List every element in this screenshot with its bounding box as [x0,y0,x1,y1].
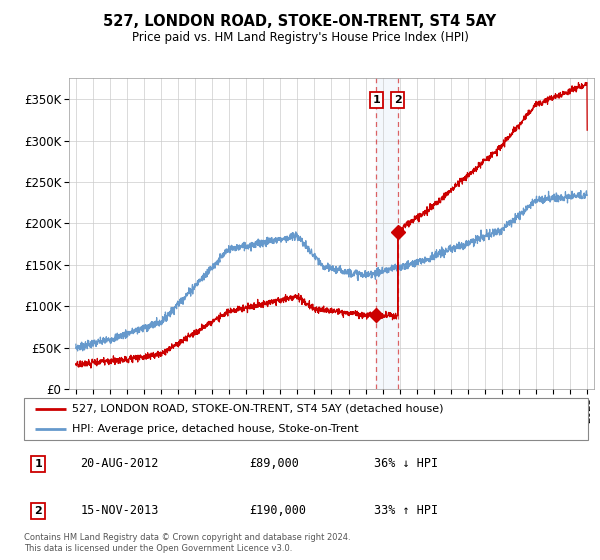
Text: 527, LONDON ROAD, STOKE-ON-TRENT, ST4 5AY (detached house): 527, LONDON ROAD, STOKE-ON-TRENT, ST4 5A… [72,404,443,414]
Text: 33% ↑ HPI: 33% ↑ HPI [374,504,438,517]
Text: 527, LONDON ROAD, STOKE-ON-TRENT, ST4 5AY: 527, LONDON ROAD, STOKE-ON-TRENT, ST4 5A… [103,14,497,29]
Text: HPI: Average price, detached house, Stoke-on-Trent: HPI: Average price, detached house, Stok… [72,424,359,434]
Text: £190,000: £190,000 [250,504,307,517]
Text: Price paid vs. HM Land Registry's House Price Index (HPI): Price paid vs. HM Land Registry's House … [131,31,469,44]
Text: £89,000: £89,000 [250,457,299,470]
Text: 2: 2 [34,506,42,516]
Text: 20-AUG-2012: 20-AUG-2012 [80,457,159,470]
Text: Contains HM Land Registry data © Crown copyright and database right 2024.
This d: Contains HM Land Registry data © Crown c… [24,533,350,553]
Text: 15-NOV-2013: 15-NOV-2013 [80,504,159,517]
Text: 1: 1 [34,459,42,469]
Bar [376,78,398,389]
Text: 1: 1 [372,95,380,105]
Text: 2: 2 [394,95,401,105]
Text: 36% ↓ HPI: 36% ↓ HPI [374,457,438,470]
FancyBboxPatch shape [24,398,588,440]
